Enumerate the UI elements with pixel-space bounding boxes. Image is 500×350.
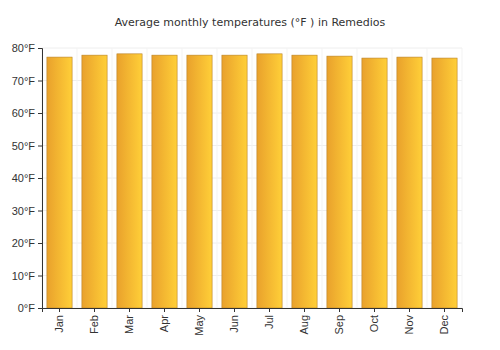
- bar: [47, 57, 72, 308]
- x-tick-label: Oct: [368, 315, 380, 332]
- x-tick-mark: [129, 308, 130, 312]
- bar: [292, 55, 317, 308]
- grid-line-vertical: [357, 48, 358, 308]
- x-tick-mark: [444, 308, 445, 312]
- x-tick: Jul: [263, 308, 275, 329]
- bar: [187, 55, 212, 308]
- y-axis: 0°F 10°F 20°F 30°F 40°F 50°F 60°F 70°F 80°F: [12, 42, 43, 314]
- grid-line-vertical: [112, 48, 113, 308]
- y-tick: 30°F: [12, 205, 42, 217]
- x-tick-mark: [59, 308, 60, 312]
- bar: [222, 55, 247, 308]
- x-tick-label: Jul: [263, 315, 275, 329]
- grid-line-vertical: [287, 48, 288, 308]
- y-tick-mark: [38, 211, 42, 212]
- x-tick-mark: [164, 308, 165, 312]
- bar: [432, 58, 457, 308]
- y-tick-mark: [38, 146, 42, 147]
- y-axis-line: [38, 49, 43, 309]
- x-tick: May: [193, 308, 205, 336]
- y-tick-label: 40°F: [12, 172, 36, 184]
- x-tick: Oct: [368, 308, 380, 332]
- x-tick-label: Dec: [438, 315, 450, 335]
- x-tick: Dec: [438, 308, 450, 335]
- x-tick-label: Sep: [333, 315, 345, 335]
- x-tick-label: Nov: [403, 315, 415, 335]
- grid-line-vertical: [322, 48, 323, 308]
- x-tick-label: Jan: [53, 315, 65, 333]
- y-tick-mark: [38, 48, 42, 49]
- y-tick: 80°F: [12, 42, 42, 54]
- grid-line-vertical: [147, 48, 148, 308]
- y-tick-mark: [38, 113, 42, 114]
- y-tick-mark: [38, 243, 42, 244]
- x-tick-mark: [269, 308, 270, 312]
- grid-line-vertical: [392, 48, 393, 308]
- y-tick: 10°F: [12, 270, 42, 282]
- y-tick: 40°F: [12, 172, 42, 184]
- y-tick-label: 80°F: [12, 42, 36, 54]
- x-tick-label: May: [193, 315, 205, 336]
- x-tick-mark: [199, 308, 200, 312]
- bar: [397, 57, 422, 308]
- bar: [327, 56, 352, 308]
- x-tick: Mar: [123, 308, 135, 334]
- x-tick-label: Aug: [298, 315, 310, 335]
- bar: [362, 58, 387, 308]
- x-axis-line: [43, 309, 463, 313]
- y-tick-label: 0°F: [18, 302, 36, 314]
- grid-line-vertical: [462, 48, 463, 308]
- y-tick-mark: [38, 178, 42, 179]
- grid-line-vertical: [77, 48, 78, 308]
- x-tick: Sep: [333, 308, 345, 335]
- bar: [117, 54, 142, 308]
- grid-line-vertical: [182, 48, 183, 308]
- y-tick-mark: [38, 308, 42, 309]
- grid-line-vertical: [252, 48, 253, 308]
- x-axis: Jan Feb Mar Apr May Jun Jul Aug Sep Oct Nov Dec: [43, 308, 463, 336]
- bar: [82, 55, 107, 308]
- y-tick-label: 30°F: [12, 205, 36, 217]
- x-tick: Apr: [158, 308, 170, 332]
- y-tick-label: 50°F: [12, 140, 36, 152]
- plot: 0°F 10°F 20°F 30°F 40°F 50°F 60°F 70°F 80°F Jan Fe…: [12, 42, 463, 336]
- y-tick: 0°F: [18, 302, 42, 314]
- bar: [152, 55, 177, 308]
- y-tick-mark: [38, 276, 42, 277]
- x-tick-label: Apr: [158, 315, 170, 332]
- x-tick-mark: [409, 308, 410, 312]
- bars: [47, 54, 457, 308]
- grid: [42, 48, 462, 308]
- x-tick-mark: [339, 308, 340, 312]
- x-tick-mark: [304, 308, 305, 312]
- x-tick-label: Mar: [123, 315, 135, 334]
- chart-container: 0°F 10°F 20°F 30°F 40°F 50°F 60°F 70°F 80°F Jan Fe…: [0, 0, 500, 350]
- x-tick: Feb: [88, 308, 100, 334]
- grid-line-vertical: [217, 48, 218, 308]
- chart: 0°F 10°F 20°F 30°F 40°F 50°F 60°F 70°F 80°F Jan Fe…: [0, 0, 500, 350]
- y-tick: 60°F: [12, 107, 42, 119]
- y-tick-label: 60°F: [12, 107, 36, 119]
- y-tick-label: 20°F: [12, 237, 36, 249]
- x-tick: Jan: [53, 308, 65, 333]
- y-tick-mark: [38, 81, 42, 82]
- x-tick: Jun: [228, 308, 240, 333]
- title: Average monthly temperatures (°F ) in Re…: [115, 16, 386, 29]
- grid-line-vertical: [427, 48, 428, 308]
- y-tick: 20°F: [12, 237, 42, 249]
- x-tick-mark: [94, 308, 95, 312]
- x-tick-label: Feb: [88, 315, 100, 334]
- x-tick-label: Jun: [228, 315, 240, 333]
- y-tick: 50°F: [12, 140, 42, 152]
- x-tick-mark: [374, 308, 375, 312]
- y-tick-label: 70°F: [12, 75, 36, 87]
- x-tick: Aug: [298, 308, 310, 335]
- x-tick: Nov: [403, 308, 415, 335]
- y-tick: 70°F: [12, 75, 42, 87]
- x-tick-mark: [234, 308, 235, 312]
- bar: [257, 54, 282, 308]
- y-tick-label: 10°F: [12, 270, 36, 282]
